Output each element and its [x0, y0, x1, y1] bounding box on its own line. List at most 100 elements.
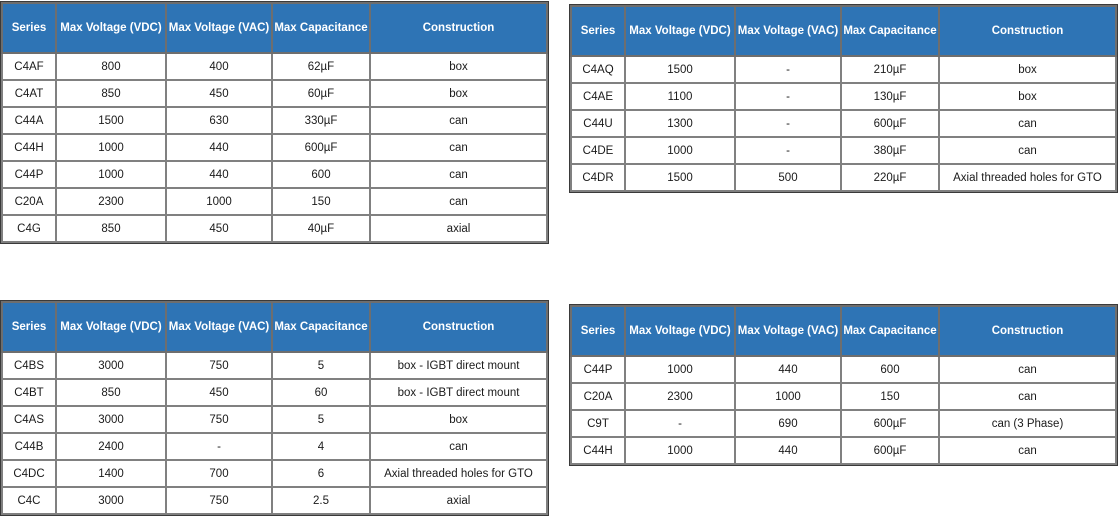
- table-cell-max-voltage-vac: 500: [734, 163, 842, 192]
- table-cell-max-capacitance: 2.5: [271, 486, 371, 515]
- table-row: C9T -690 600µF can (3 Phase): [570, 409, 1117, 438]
- table-row: C4DE 1000-380µF can: [570, 136, 1117, 165]
- table-cell-series: C44P: [570, 355, 626, 384]
- table-cell-max-capacitance: 600: [840, 355, 940, 384]
- table-row: C4BS 3000 750 5 box - IGBT direct mount: [1, 351, 548, 380]
- table-cell-max-voltage-vdc: 850: [55, 214, 167, 243]
- table-cell-series: C20A: [570, 382, 626, 411]
- table-row: C4BT 850 450 60 box - IGBT direct mount: [1, 378, 548, 407]
- table-cell-max-voltage-vdc: 2300: [624, 382, 736, 411]
- header-row: Series Max Voltage (VDC) Max Voltage (VAC)…: [1, 301, 548, 353]
- column-header-max-capacitance: Max Capacitance: [271, 2, 371, 54]
- table-cell-construction: box: [369, 52, 548, 81]
- column-header-series: Series: [1, 2, 57, 54]
- table-cell-max-voltage-vdc: 1000: [55, 133, 167, 162]
- table-row: C4C 3000 750 2.5 axial: [1, 486, 548, 515]
- column-header-construction: Construction: [369, 2, 548, 54]
- table-cell-max-voltage-vdc: 1500: [624, 163, 736, 192]
- table-cell-series: C4AE: [570, 82, 626, 111]
- table-cell-series: C4C: [1, 486, 57, 515]
- table-cell-series: C44B: [1, 432, 57, 461]
- table-cell-max-capacitance: 330µF: [271, 106, 371, 135]
- table-row: C4G 850 450 40µF axial: [1, 214, 548, 243]
- table-cell-construction: can: [369, 160, 548, 189]
- table-cell-max-voltage-vac: -: [734, 82, 842, 111]
- capacitor-series-table-bottom-right: Series Max Voltage (VDC) Max Voltage (VAC)…: [570, 305, 1117, 465]
- table-cell-construction: box: [938, 82, 1117, 111]
- capacitor-series-table-top-right: Series Max Voltage (VDC) Max Voltage (VAC)…: [570, 5, 1117, 192]
- table-region-bottom-right: Series Max Voltage (VDC) Max Voltage (VAC)…: [570, 305, 1117, 465]
- table-cell-max-voltage-vdc: 1000: [624, 136, 736, 165]
- column-header-construction: Construction: [369, 301, 548, 353]
- table-cell-max-voltage-vdc: 1300: [624, 109, 736, 138]
- table-cell-max-voltage-vac: -: [734, 55, 842, 84]
- table-row: C44U 1300-600µF can: [570, 109, 1117, 138]
- table-region-top-left: Series Max Voltage (VDC) Max Voltage (VAC)…: [1, 2, 548, 243]
- table-cell-max-voltage-vac: 630: [165, 106, 273, 135]
- table-cell-construction: can: [369, 133, 548, 162]
- table-cell-max-capacitance: 60µF: [271, 79, 371, 108]
- table-cell-max-capacitance: 150: [840, 382, 940, 411]
- table-row: C4AT 850 450 60µF box: [1, 79, 548, 108]
- table-cell-series: C20A: [1, 187, 57, 216]
- table-cell-construction: can: [938, 382, 1117, 411]
- table-cell-max-capacitance: 210µF: [840, 55, 940, 84]
- table-region-bottom-left: Series Max Voltage (VDC) Max Voltage (VAC)…: [1, 301, 548, 515]
- table-cell-max-capacitance: 130µF: [840, 82, 940, 111]
- table-cell-max-voltage-vac: -: [734, 136, 842, 165]
- column-header-max-voltage-vdc: Max Voltage (VDC): [55, 2, 167, 54]
- table-cell-construction: box - IGBT direct mount: [369, 378, 548, 407]
- table-cell-max-voltage-vdc: 850: [55, 79, 167, 108]
- column-header-max-capacitance: Max Capacitance: [271, 301, 371, 353]
- table-cell-construction: axial: [369, 214, 548, 243]
- table-cell-series: C4AT: [1, 79, 57, 108]
- table-cell-series: C4DE: [570, 136, 626, 165]
- table-cell-series: C4DC: [1, 459, 57, 488]
- table-cell-max-capacitance: 40µF: [271, 214, 371, 243]
- table-cell-max-capacitance: 600µF: [840, 409, 940, 438]
- column-header-construction: Construction: [938, 5, 1117, 57]
- table-cell-series: C44H: [1, 133, 57, 162]
- table-row: C4AE 1100-130µF box: [570, 82, 1117, 111]
- table-cell-construction: can: [938, 436, 1117, 465]
- table-cell-max-voltage-vdc: 1400: [55, 459, 167, 488]
- header-row: Series Max Voltage (VDC) Max Voltage (VAC)…: [570, 305, 1117, 357]
- table-cell-series: C4BT: [1, 378, 57, 407]
- column-header-series: Series: [570, 5, 626, 57]
- table-cell-max-voltage-vdc: 3000: [55, 405, 167, 434]
- table-cell-max-voltage-vdc: 850: [55, 378, 167, 407]
- table-row: C20A 2300 1000 150 can: [1, 187, 548, 216]
- table-cell-construction: can (3 Phase): [938, 409, 1117, 438]
- column-header-max-voltage-vac: Max Voltage (VAC): [165, 301, 273, 353]
- table-row: C4AQ 1500-210µF box: [570, 55, 1117, 84]
- table-cell-max-voltage-vac: -: [165, 432, 273, 461]
- table-row: C44P 1000 440 600 can: [1, 160, 548, 189]
- table-row: C44H 1000 440 600µF can: [1, 133, 548, 162]
- table-cell-max-capacitance: 220µF: [840, 163, 940, 192]
- table-cell-max-voltage-vac: 450: [165, 214, 273, 243]
- table-cell-series: C44P: [1, 160, 57, 189]
- header-row: Series Max Voltage (VDC) Max Voltage (VAC)…: [570, 5, 1117, 57]
- table-cell-construction: box: [369, 79, 548, 108]
- table-cell-series: C4DR: [570, 163, 626, 192]
- table-cell-max-voltage-vac: 750: [165, 405, 273, 434]
- column-header-max-voltage-vdc: Max Voltage (VDC): [624, 305, 736, 357]
- table-cell-construction: can: [369, 106, 548, 135]
- table-cell-max-capacitance: 600: [271, 160, 371, 189]
- table-cell-series: C9T: [570, 409, 626, 438]
- table-cell-max-voltage-vdc: 3000: [55, 351, 167, 380]
- column-header-max-capacitance: Max Capacitance: [840, 5, 940, 57]
- table-cell-construction: can: [369, 432, 548, 461]
- table-cell-series: C44A: [1, 106, 57, 135]
- table-cell-construction: can: [938, 109, 1117, 138]
- table-cell-max-voltage-vac: -: [734, 109, 842, 138]
- table-cell-max-voltage-vac: 450: [165, 378, 273, 407]
- column-header-max-capacitance: Max Capacitance: [840, 305, 940, 357]
- table-cell-max-voltage-vac: 1000: [734, 382, 842, 411]
- table-cell-series: C44H: [570, 436, 626, 465]
- table-cell-construction: box: [938, 55, 1117, 84]
- header-row: Series Max Voltage (VDC) Max Voltage (VAC)…: [1, 2, 548, 54]
- column-header-max-voltage-vac: Max Voltage (VAC): [734, 305, 842, 357]
- column-header-max-voltage-vac: Max Voltage (VAC): [734, 5, 842, 57]
- table-cell-max-voltage-vac: 440: [165, 133, 273, 162]
